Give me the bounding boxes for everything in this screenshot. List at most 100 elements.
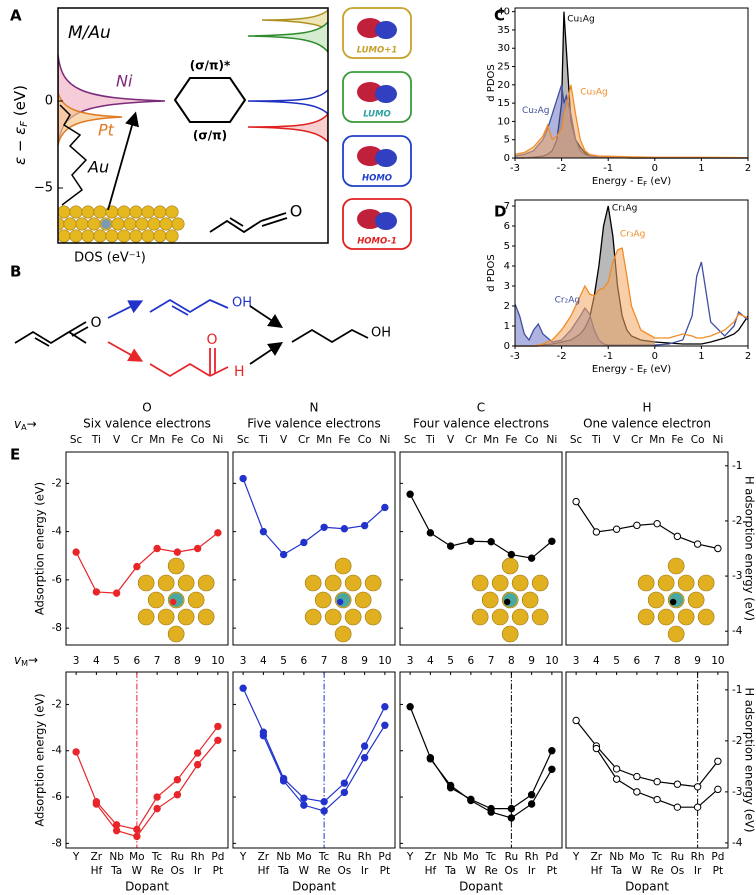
arrow <box>107 300 144 319</box>
x-category-label: Y <box>572 851 580 863</box>
metal-label: Ni <box>116 72 133 91</box>
title: M/Au <box>68 23 111 43</box>
atom-label: H <box>234 364 245 380</box>
x-category-label: Co <box>525 434 539 446</box>
label-part: A <box>21 423 27 432</box>
atom <box>105 205 119 219</box>
x-tick-label: 2 <box>745 163 751 174</box>
data-point <box>548 537 556 545</box>
adsorption-chart: N Five valence electrons Sc Ti V Cr Mn Fe Co Ni <box>232 401 396 646</box>
data-point <box>673 803 682 811</box>
data-point <box>714 757 722 765</box>
x-category-label: V <box>113 434 121 446</box>
y-tick-label: -2 <box>732 735 742 747</box>
plot-frame <box>232 451 396 646</box>
data-point <box>279 777 288 785</box>
atom <box>165 229 179 243</box>
inset-atom <box>687 591 705 609</box>
inset-atom <box>169 598 177 606</box>
inset-atom <box>137 574 155 592</box>
label-part: (eV) <box>647 364 671 375</box>
inset-atom <box>481 591 499 609</box>
orbital-boxes: LUMO+1 LUMO HOMO HOMO-1 <box>342 7 412 250</box>
data-point <box>259 731 268 740</box>
x-category-label: Mo <box>129 851 144 863</box>
data-point <box>279 550 288 559</box>
inset-atom <box>531 608 549 626</box>
atom <box>147 217 161 231</box>
data-point <box>193 760 202 769</box>
metal-label: Au <box>87 158 109 177</box>
y-tick-label: 6 <box>504 221 510 232</box>
x-axis-label: Dopant <box>625 880 669 894</box>
y-tick-label: -1 <box>732 684 742 696</box>
data-point <box>507 550 516 559</box>
orbital-lobe <box>375 212 397 230</box>
x-axis-label: DOS (eV⁻¹) <box>74 251 146 266</box>
x-category-label: Pt <box>713 865 723 877</box>
axis-symbol: vM→ <box>14 653 38 668</box>
adsorption-chart: Y Zr Hf Nb Ta Mo W Tc Re Ru Os Rh Ir Pd Pt 3 4 5 6 7 8 9 10 Dop… <box>565 655 756 894</box>
y-tick-label: -4 <box>52 526 63 538</box>
data-point <box>633 521 641 530</box>
x-category-label: Tc <box>151 851 163 863</box>
x-category-label: Pt <box>380 865 390 877</box>
y-tick-label: -2 <box>732 515 742 527</box>
y-tick-label: -4 <box>732 625 743 637</box>
data-point <box>572 716 580 725</box>
x-category-label: Ir <box>694 865 702 877</box>
column-title: C <box>477 401 485 415</box>
x-tick-label: -3 <box>510 351 520 362</box>
y-tick-label: 15 <box>497 98 510 109</box>
y-tick-label: -1 <box>732 460 742 472</box>
x-category-label: Pd <box>211 851 224 863</box>
inset-atom <box>167 557 185 575</box>
data-point <box>527 791 536 799</box>
data-point <box>446 781 455 790</box>
pdos-line <box>515 247 749 347</box>
atom <box>117 229 131 243</box>
x-tick-label: -1 <box>603 163 613 174</box>
data-point <box>259 527 268 536</box>
y-tick-label: 4 <box>504 261 510 272</box>
data-point <box>214 529 222 537</box>
molecule <box>71 326 89 337</box>
x-tick-label: -3 <box>510 163 520 174</box>
data-point <box>406 490 414 498</box>
x-category-label: Ru <box>171 851 184 863</box>
adsorption-chart: O Six valence electrons vA→ Sc Ti V Cr Mn Fe Co Ni… <box>14 401 229 646</box>
x-tick-label: 1 <box>698 163 704 174</box>
lumo-level <box>247 20 328 54</box>
data-point <box>527 800 536 808</box>
label-part: Energy - E <box>592 176 643 187</box>
orbital-lobe <box>375 85 397 103</box>
x-category-label: Rh <box>691 851 705 863</box>
label-part: → <box>28 653 38 667</box>
x-tick-label: 4 <box>593 655 600 667</box>
plot-frame <box>514 199 749 347</box>
atom <box>63 217 77 231</box>
data-point <box>467 796 475 805</box>
label-part: v <box>14 417 22 431</box>
y-axis-label: Adsorption energy (eV) <box>33 482 47 615</box>
x-category-label: Pd <box>545 851 558 863</box>
atom-label: O <box>206 332 217 348</box>
data-point <box>214 736 222 745</box>
data-point <box>653 795 661 804</box>
atom <box>153 205 167 219</box>
inset-atom <box>304 608 322 626</box>
inset-atom <box>354 591 372 609</box>
data-point <box>592 528 601 536</box>
data-point <box>193 749 202 757</box>
series-line <box>409 493 553 559</box>
x-category-label: Ta <box>277 865 289 877</box>
y-tick-label: 0 <box>504 153 510 164</box>
molecule <box>171 305 189 316</box>
molecule <box>149 362 211 378</box>
x-category-label: Zr <box>591 851 603 863</box>
x-category-label: Ni <box>379 434 390 446</box>
y-axis-label: d PDOS <box>486 64 497 101</box>
x-tick-label: 8 <box>341 655 348 667</box>
x-category-label: Hf <box>258 865 270 877</box>
x-tick-label: -2 <box>557 351 567 362</box>
